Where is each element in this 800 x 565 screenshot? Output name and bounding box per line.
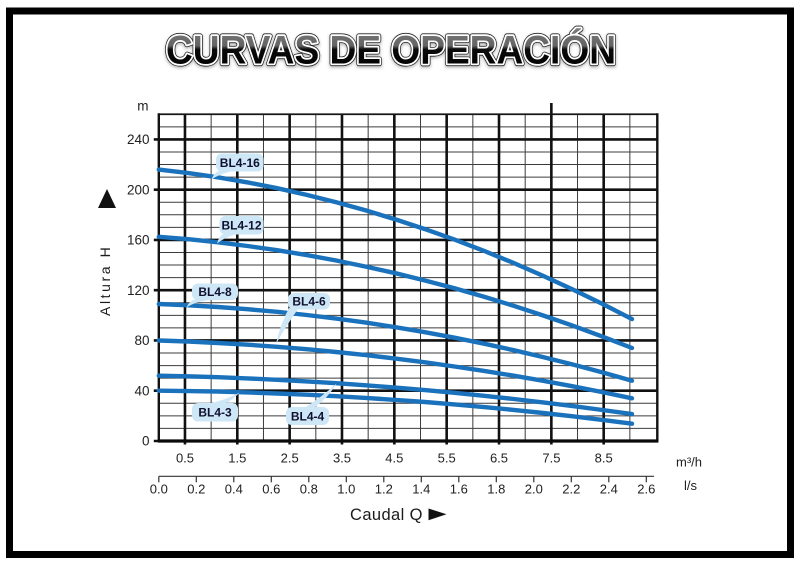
svg-text:120: 120 [127,283,150,298]
svg-text:Altura H: Altura H [97,245,113,316]
svg-text:1.0: 1.0 [337,482,355,497]
svg-text:BL4-8: BL4-8 [198,285,232,299]
svg-text:BL4-6: BL4-6 [292,295,326,309]
svg-text:CURVAS DE OPERACIÓN: CURVAS DE OPERACIÓN [166,27,616,73]
svg-text:BL4-12: BL4-12 [221,219,261,233]
svg-text:2.4: 2.4 [600,482,618,497]
svg-text:l/s: l/s [684,478,698,493]
svg-text:1.2: 1.2 [375,482,393,497]
svg-text:CURVAS DE OPERACIÓN: CURVAS DE OPERACIÓN [166,28,616,74]
svg-text:2.5: 2.5 [281,450,299,465]
svg-text:1.6: 1.6 [450,482,468,497]
svg-text:1.4: 1.4 [412,482,430,497]
svg-text:80: 80 [134,333,149,348]
svg-text:160: 160 [127,233,150,248]
svg-text:0.4: 0.4 [225,482,243,497]
svg-text:2.0: 2.0 [525,482,543,497]
svg-text:1.5: 1.5 [228,450,246,465]
svg-text:CURVAS DE OPERACIÓN: CURVAS DE OPERACIÓN [166,27,616,73]
svg-text:200: 200 [127,182,150,197]
svg-text:0.0: 0.0 [150,482,168,497]
svg-text:3.5: 3.5 [333,450,351,465]
svg-text:240: 240 [127,132,150,147]
svg-text:4.5: 4.5 [385,450,403,465]
svg-text:8.5: 8.5 [595,450,613,465]
svg-text:7.5: 7.5 [542,450,560,465]
svg-text:5.5: 5.5 [438,450,456,465]
svg-text:Caudal Q: Caudal Q [350,506,423,524]
svg-text:0.8: 0.8 [300,482,318,497]
svg-text:2.2: 2.2 [562,482,580,497]
svg-text:0.2: 0.2 [187,482,205,497]
svg-text:1.8: 1.8 [487,482,505,497]
svg-text:m³/h: m³/h [676,455,702,470]
svg-text:BL4-3: BL4-3 [198,406,232,420]
svg-text:BL4-4: BL4-4 [291,409,325,423]
svg-text:0.5: 0.5 [176,450,194,465]
svg-text:m: m [137,99,148,114]
svg-text:6.5: 6.5 [490,450,508,465]
svg-text:BL4-16: BL4-16 [220,156,260,170]
svg-text:CURVAS DE OPERACIÓN: CURVAS DE OPERACIÓN [166,27,616,73]
svg-text:40: 40 [134,383,149,398]
svg-text:0.6: 0.6 [262,482,280,497]
svg-text:2.6: 2.6 [637,482,655,497]
svg-text:0: 0 [142,434,150,449]
